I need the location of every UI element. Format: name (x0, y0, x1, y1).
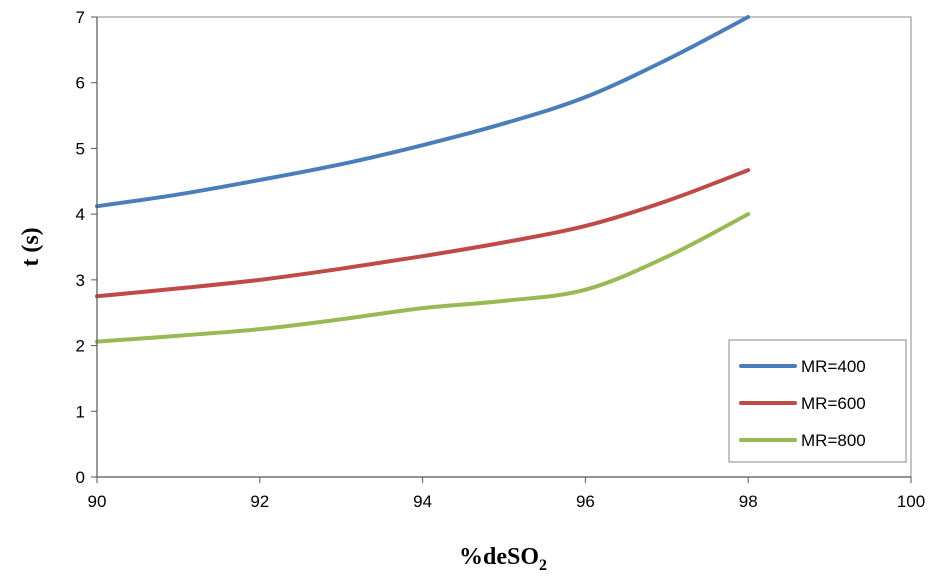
y-axis-title: t (s) (18, 227, 44, 266)
series-layer (95, 15, 751, 344)
x-tick-label: 92 (250, 492, 269, 511)
y-tick-label: 2 (76, 337, 85, 356)
x-axis-title-subscript: 2 (539, 557, 547, 574)
x-tick-label: 96 (576, 492, 595, 511)
y-tick-label: 0 (76, 468, 85, 487)
y-tick-label: 3 (76, 271, 85, 290)
legend-label-mr-600: MR=600 (801, 394, 866, 413)
axis-layer: 0 1 2 3 4 5 6 7 90 92 94 96 98 100 (76, 8, 926, 511)
y-tick-label: 1 (76, 402, 85, 421)
legend-label-mr-800: MR=800 (801, 431, 866, 450)
x-tick-label: 100 (897, 492, 925, 511)
legend-label-mr-400: MR=400 (801, 357, 866, 376)
x-tick-label: 98 (739, 492, 758, 511)
y-tick-label: 6 (76, 74, 85, 93)
x-axis-title: %deSO2 (459, 544, 547, 574)
legend: MR=400 MR=600 MR=800 (728, 339, 907, 463)
x-axis-title-main: %deSO (459, 544, 539, 570)
series-line-mr-400 (95, 15, 751, 209)
series-line-mr-800 (95, 212, 751, 344)
series-line-mr-600 (95, 168, 751, 299)
x-tick-label: 90 (88, 492, 107, 511)
y-tick-label: 4 (76, 205, 85, 224)
x-tick-label: 94 (413, 492, 432, 511)
y-tick-label: 7 (76, 8, 85, 27)
y-tick-label: 5 (76, 139, 85, 158)
